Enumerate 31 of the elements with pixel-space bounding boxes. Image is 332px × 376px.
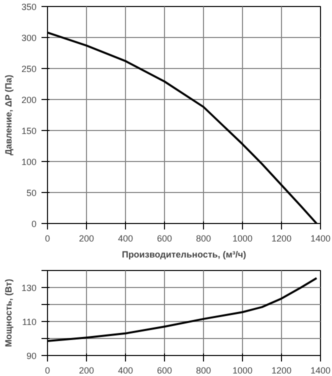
x-tick-label: 0 [44, 234, 50, 244]
line-series [48, 32, 318, 224]
y-tick-label: 350 [21, 2, 37, 12]
y-axis-title: Мощность, (Вт) [3, 278, 14, 348]
y-tick-label: 150 [21, 126, 37, 136]
y-tick-label: 50 [26, 188, 37, 198]
x-tick-label: 1200 [271, 366, 292, 376]
y-tick-label: 300 [21, 33, 37, 43]
x-tick-label: 600 [156, 366, 172, 376]
y-axis-title: Давление, ΔP (Па) [3, 74, 14, 156]
x-tick-label: 1000 [232, 366, 253, 376]
x-tick-label: 0 [44, 366, 50, 376]
x-tick-label: 400 [118, 366, 134, 376]
y-tick-label: 110 [22, 317, 37, 327]
y-tick-label: 90 [26, 351, 37, 361]
x-tick-label: 200 [78, 366, 94, 376]
y-tick-label: 200 [21, 95, 37, 105]
y-tick-label: 100 [21, 157, 37, 167]
x-tick-label: 200 [78, 234, 94, 244]
x-tick-label: 600 [156, 234, 172, 244]
x-tick-label: 800 [196, 234, 212, 244]
x-tick-label: 1400 [310, 234, 331, 244]
x-tick-label: 1000 [232, 234, 253, 244]
y-tick-label: 250 [21, 64, 37, 74]
y-tick-label: 130 [21, 283, 37, 293]
x-tick-label: 1400 [310, 366, 331, 376]
x-tick-label: 400 [118, 234, 134, 244]
x-axis-title: Производительность, (м³/ч) [122, 250, 246, 260]
x-tick-label: 800 [196, 366, 212, 376]
x-tick-label: 1200 [271, 234, 292, 244]
y-tick-label: 0 [31, 219, 37, 229]
